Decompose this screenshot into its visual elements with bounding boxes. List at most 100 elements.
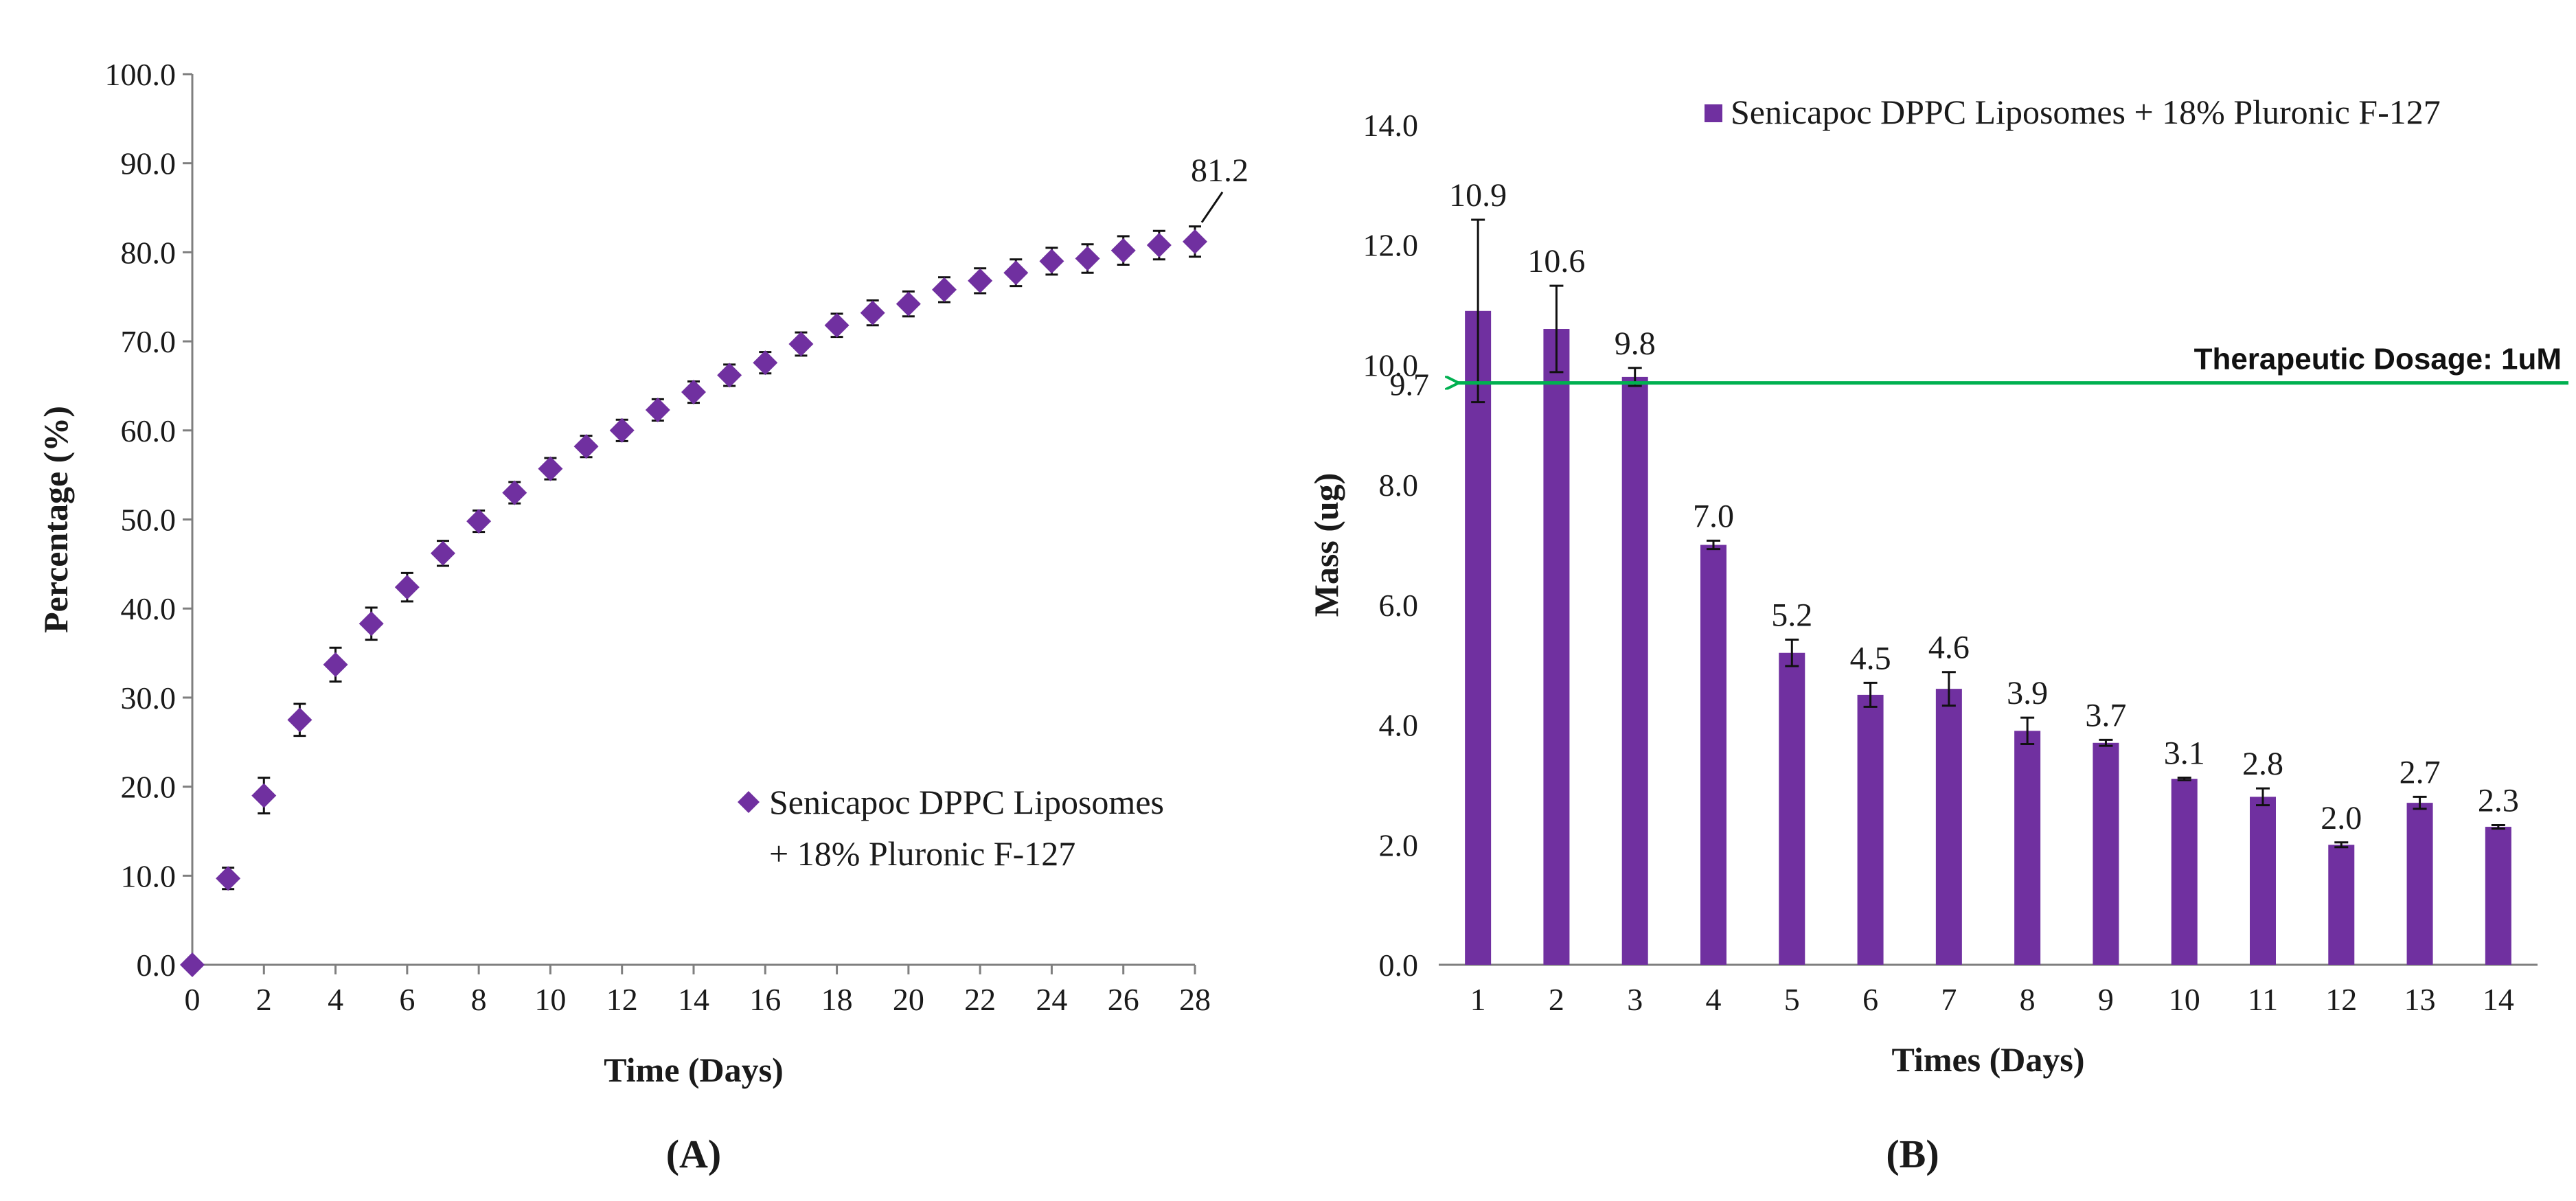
x-tick-label: 24 <box>1036 982 1067 1017</box>
x-tick-label: 10 <box>2169 982 2200 1017</box>
x-tick-label: 7 <box>1941 982 1957 1017</box>
bar-value-label: 5.2 <box>1771 597 1812 634</box>
y-tick-label: 0.0 <box>137 948 176 983</box>
x-tick-label: 4 <box>1706 982 1722 1017</box>
y-tick-label: 8.0 <box>1379 468 1419 503</box>
chart-b-bars: 10.9 10.6 9.8 7.0 5.2 4.5 4.6 3.9 3.7 3.1 2.8 2.0 2.… <box>1449 177 2519 965</box>
chart-a-annotation: 81.2 <box>1191 152 1249 189</box>
data-point-diamond <box>431 540 455 566</box>
y-tick-label: 0.0 <box>1379 948 1419 983</box>
y-tick-label: 12.0 <box>1363 228 1419 263</box>
chart-a-x-axis-title: Time (Days) <box>604 1051 784 1089</box>
chart-b-released-mass: 0.02.04.06.08.010.012.014.0 1 2 3 4 5 6 7 8 9 10 1… <box>1307 93 2568 1176</box>
bar <box>1700 545 1726 965</box>
y-tick-label: 50.0 <box>121 503 176 538</box>
x-tick-label: 4 <box>328 982 343 1017</box>
x-tick-label: 12 <box>2325 982 2357 1017</box>
y-tick-label: 14.0 <box>1363 108 1419 143</box>
panel-label-a: (A) <box>666 1132 722 1176</box>
y-tick-label: 40.0 <box>121 591 176 626</box>
data-point-diamond <box>860 300 885 325</box>
chart-b-x-axis-title: Times (Days) <box>1891 1040 2084 1079</box>
data-point-diamond <box>538 456 563 481</box>
data-point-diamond <box>1039 249 1064 274</box>
data-point-diamond <box>251 783 277 808</box>
chart-a-legend: Senicapoc DPPC Liposomes + 18% Pluronic … <box>738 783 1164 873</box>
bar-value-label: 3.1 <box>2164 735 2205 771</box>
bar <box>1621 376 1648 965</box>
data-point-diamond <box>896 291 921 317</box>
therapeutic-dosage-label: Therapeutic Dosage: 1uM <box>2194 343 2562 376</box>
x-tick-label: 28 <box>1179 982 1211 1017</box>
legend-label: Senicapoc DPPC Liposomes + 18% Pluronic … <box>1731 93 2441 131</box>
bar <box>2485 827 2511 965</box>
x-tick-label: 8 <box>2020 982 2036 1017</box>
y-tick-label: 70.0 <box>121 324 176 359</box>
x-tick-label: 12 <box>606 982 638 1017</box>
bar-value-label: 2.7 <box>2400 754 2441 790</box>
y-tick-label: 20.0 <box>121 770 176 805</box>
data-point-diamond <box>1110 238 1136 263</box>
bar-value-label: 10.6 <box>1527 243 1585 279</box>
bar-value-label: 2.3 <box>2478 782 2519 819</box>
chart-a-y-ticks: 0.0 10.0 20.0 30.0 40.0 50.0 60.0 70.0 80.0 90.0 1… <box>105 57 192 983</box>
x-tick-label: 20 <box>893 982 924 1017</box>
y-tick-label: 80.0 <box>121 235 176 270</box>
bar-value-label: 2.8 <box>2242 746 2283 782</box>
chart-b-legend: Senicapoc DPPC Liposomes + 18% Pluronic … <box>1705 93 2441 131</box>
data-point-diamond <box>788 331 814 356</box>
x-tick-label: 14 <box>678 982 709 1017</box>
bar-value-label: 4.6 <box>1928 630 1970 666</box>
bar <box>1935 689 1962 965</box>
bar-value-label: 3.9 <box>2007 675 2048 711</box>
x-tick-label: 9 <box>2098 982 2114 1017</box>
bar <box>2171 779 2198 965</box>
x-tick-label: 2 <box>256 982 272 1017</box>
data-point-diamond <box>645 397 670 422</box>
chart-b-y-ticks: 0.0 2.0 4.0 6.0 8.0 10.0 12.0 14.0 <box>1363 108 1419 983</box>
x-tick-label: 10 <box>534 982 566 1017</box>
bar <box>1465 310 1492 965</box>
data-point-diamond <box>394 575 420 600</box>
chart-a-y-axis-title: Percentage (%) <box>36 406 75 633</box>
bar <box>1857 694 1884 965</box>
data-point-diamond <box>1146 233 1172 258</box>
y-tick-label: 100.0 <box>105 57 176 92</box>
x-tick-label: 5 <box>1784 982 1800 1017</box>
legend-marker-diamond <box>738 791 760 813</box>
x-tick-label: 6 <box>1862 982 1878 1017</box>
legend-line-2: + 18% Pluronic F-127 <box>769 834 1075 873</box>
bar-value-label: 7.0 <box>1693 498 1734 534</box>
data-point-diamond <box>358 611 384 637</box>
bar <box>2328 845 2355 965</box>
y-tick-label: 4.0 <box>1379 708 1419 743</box>
data-point-diamond <box>1075 246 1100 271</box>
data-point-diamond <box>1183 229 1207 254</box>
y-tick-label: 60.0 <box>121 413 176 448</box>
bar <box>2406 803 2433 965</box>
data-point-diamond <box>968 268 993 293</box>
x-tick-label: 6 <box>399 982 415 1017</box>
x-tick-label: 18 <box>821 982 853 1017</box>
chart-a-x-ticks: 0 2 4 6 8 10 12 14 16 18 20 22 24 26 28 <box>185 965 1211 1017</box>
chart-a-release-percentage: 0.0 10.0 20.0 30.0 40.0 50.0 60.0 70.0 80.0 90.0 1… <box>36 57 1249 1176</box>
threshold-value-label: 9.7 <box>1390 367 1430 402</box>
bar-value-label: 3.7 <box>2085 697 2126 733</box>
y-tick-label: 10.0 <box>1363 347 1419 382</box>
bar <box>1543 329 1570 965</box>
x-tick-label: 1 <box>1470 982 1486 1017</box>
chart-b-x-ticks: 1 2 3 4 5 6 7 8 9 10 11 12 13 14 <box>1470 982 2514 1017</box>
bar-value-label: 2.0 <box>2321 800 2362 836</box>
data-point-diamond <box>681 380 706 405</box>
data-point-diamond <box>466 509 492 534</box>
bar <box>1779 652 1805 965</box>
data-point-diamond <box>717 363 742 388</box>
data-point-diamond <box>180 952 205 977</box>
data-point-diamond <box>753 350 778 376</box>
data-point-diamond <box>502 480 527 505</box>
x-tick-label: 11 <box>2248 982 2278 1017</box>
bar-value-label: 4.5 <box>1850 640 1891 676</box>
y-tick-label: 2.0 <box>1379 827 1419 862</box>
x-tick-label: 26 <box>1108 982 1139 1017</box>
bar <box>2093 742 2119 965</box>
